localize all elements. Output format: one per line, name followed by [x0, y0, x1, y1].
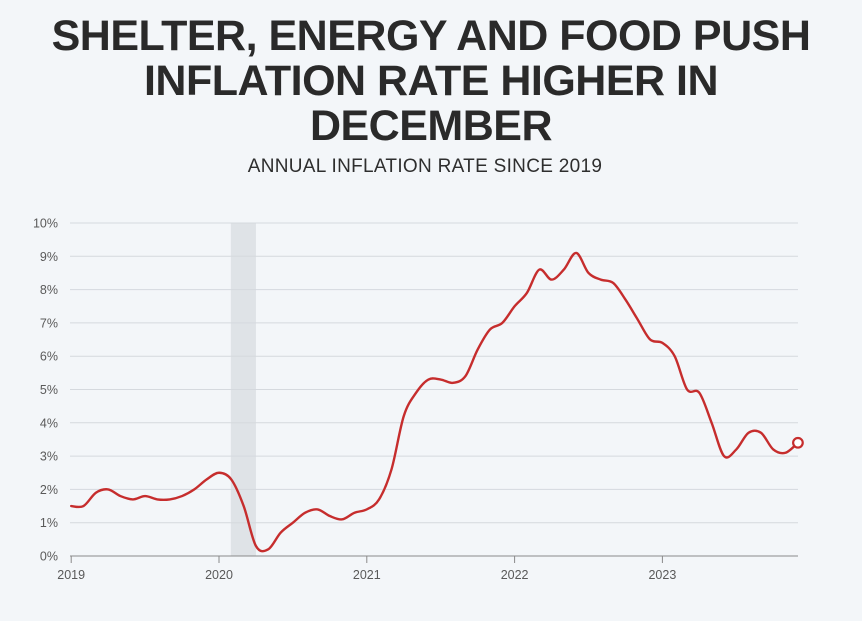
y-tick-label: 2% [40, 483, 58, 497]
y-tick-label: 3% [40, 450, 58, 464]
inflation-series-line [70, 251, 800, 553]
y-tick-label: 9% [40, 250, 58, 264]
x-tick-label: 2023 [648, 568, 676, 582]
y-tick-label: 0% [40, 550, 58, 564]
latest-value-marker [792, 436, 804, 449]
title-line-1: SHELTER, ENERGY AND FOOD PUSH [51, 12, 811, 60]
y-tick-label: 8% [40, 283, 58, 297]
y-tick-label: 10% [33, 217, 58, 231]
y-tick-label: 6% [40, 350, 58, 364]
x-tick-label: 2019 [57, 568, 85, 582]
y-tick-label: 1% [40, 516, 58, 530]
x-tick-label: 2020 [205, 568, 233, 582]
y-tick-label: 5% [40, 383, 58, 397]
chart-subtitle: ANNUAL INFLATION RATE SINCE 2019 [247, 156, 603, 177]
title-line-2: INFLATION RATE HIGHER IN [143, 57, 719, 105]
x-tick-label: 2022 [501, 568, 529, 582]
title-line-3: DECEMBER [309, 102, 553, 150]
x-tick-label: 2021 [353, 568, 381, 582]
y-tick-label: 4% [40, 416, 58, 430]
y-tick-label: 7% [40, 316, 58, 330]
chart-title: SHELTER, ENERGY AND FOOD PUSH INFLATION … [0, 14, 862, 149]
